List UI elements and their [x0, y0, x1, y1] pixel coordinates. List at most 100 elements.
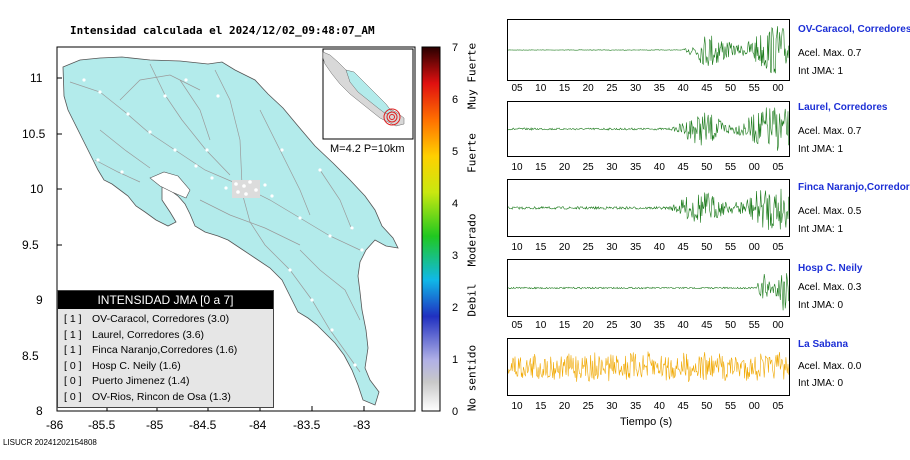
time-tick-label: 35 [630, 401, 642, 412]
lat-tick-label: 8 [36, 404, 43, 418]
waveform-trace [507, 351, 789, 382]
color-scale-bar [421, 46, 441, 412]
time-tick-label: 50 [724, 83, 737, 94]
time-tick-label: 40 [653, 242, 665, 253]
footer-id: LISUCR 20241202154808 [3, 438, 97, 447]
scale-number: 6 [452, 94, 459, 106]
time-tick-label: 20 [558, 162, 571, 173]
time-tick-label: 25 [582, 242, 594, 253]
legend-text: Finca Naranjo,Corredores (1.6) [92, 344, 238, 357]
time-tick-label: 05 [772, 242, 784, 253]
time-tick-label: 50 [701, 162, 713, 173]
time-ticks-4: 10 15 20 25 30 35 40 45 50 55 00 05 [507, 401, 788, 413]
waveform-trace [507, 26, 789, 74]
costa-rica-landmass [62, 56, 399, 406]
legend-item: [ 1 ] Finca Naranjo,Corredores (1.6) [64, 343, 273, 359]
station-intensity: Int JMA: 0 [798, 300, 844, 311]
time-tick-label: 40 [653, 162, 665, 173]
scale-word: Debil [465, 283, 479, 317]
time-tick-label: 35 [630, 162, 642, 173]
waveform-trace [507, 107, 789, 151]
time-tick-label: 10 [535, 83, 547, 94]
time-tick-label: 40 [677, 320, 689, 331]
seismogram-1 [507, 101, 790, 157]
time-tick-label: 05 [772, 162, 784, 173]
time-tick-label: 05 [511, 83, 523, 94]
scale-word: Moderado [465, 213, 479, 267]
time-tick-label: 55 [748, 83, 760, 94]
waveform [507, 188, 789, 230]
intensity-color-scale [421, 46, 441, 412]
legend-item: [ 1 ] OV-Caracol, Corredores (3.0) [64, 312, 273, 328]
time-ticks-3: 05 10 15 20 25 30 35 40 45 50 55 00 [507, 320, 788, 332]
seismogram-4 [507, 338, 790, 396]
time-tick-label: 25 [606, 83, 618, 94]
time-tick-label: 35 [653, 320, 665, 331]
legend-title: INTENSIDAD JMA [0 a 7] [58, 291, 273, 309]
time-tick-label: 55 [748, 320, 760, 331]
time-tick-label: 15 [535, 401, 547, 412]
legend-item: [ 0 ] OV-Rios, Rincon de Osa (1.3) [64, 390, 273, 406]
time-tick-label: 05 [511, 320, 523, 331]
station-name: Laurel, Corredores [798, 102, 888, 113]
legend-item: [ 0 ] Puerto Jimenez (1.4) [64, 374, 273, 390]
time-ticks-1: 10 15 20 25 30 35 40 45 50 55 00 05 [507, 162, 788, 174]
inset-event-marker [383, 108, 401, 126]
station-accel: Acel. Max. 0.7 [798, 126, 862, 137]
scale-word: Fuerte [465, 133, 479, 173]
legend-text: OV-Caracol, Corredores (3.0) [92, 313, 230, 325]
time-tick-label: 30 [606, 401, 618, 412]
time-tick-label: 10 [511, 401, 523, 412]
time-tick-label: 50 [701, 242, 713, 253]
legend-level: [ 1 ] [64, 344, 82, 357]
time-axis-label: Tiempo (s) [620, 416, 673, 428]
lat-tick-label: 9.5 [22, 238, 39, 252]
lat-tick-label: 8.5 [22, 349, 39, 363]
time-tick-label: 45 [677, 162, 689, 173]
time-tick-label: 10 [535, 320, 547, 331]
lon-tick-label: -83 [353, 418, 371, 432]
time-tick-label: 40 [653, 401, 665, 412]
station-name: Hosp C. Neily [798, 263, 863, 274]
station-intensity: Int JMA: 1 [798, 144, 844, 155]
legend-text: Hosp C. Neily (1.6) [92, 359, 181, 372]
seismogram-0 [507, 19, 790, 81]
time-tick-label: 30 [606, 162, 618, 173]
station-intensity: Int JMA: 0 [798, 378, 844, 389]
time-tick-label: 55 [724, 242, 737, 253]
time-tick-label: 15 [558, 83, 571, 94]
time-tick-label: 00 [748, 162, 760, 173]
legend-level: [ 0 ] [64, 390, 82, 403]
time-tick-label: 30 [630, 320, 642, 331]
legend-item: [ 0 ] Hosp C. Neily (1.6) [64, 359, 273, 375]
legend-level: [ 0 ] [64, 375, 82, 388]
time-tick-label: 45 [701, 83, 713, 94]
scale-number: 2 [452, 302, 459, 314]
time-tick-label: 20 [558, 242, 571, 253]
time-tick-label: 45 [701, 320, 713, 331]
time-tick-label: 25 [606, 320, 618, 331]
gulf-of-nicoya [149, 171, 191, 199]
lat-tick-label: 9 [36, 293, 43, 307]
station-intensity: Int JMA: 1 [798, 66, 844, 77]
scale-word: Muy Fuerte [465, 42, 479, 110]
city-markers [82, 78, 364, 367]
intensity-legend: INTENSIDAD JMA [0 a 7] [ 1 ] OV-Caracol, … [57, 290, 274, 408]
time-tick-label: 25 [582, 401, 594, 412]
time-tick-label: 25 [582, 162, 594, 173]
scale-number: 5 [452, 146, 459, 158]
station-accel: Acel. Max. 0.7 [798, 48, 862, 59]
time-ticks-0: 05 10 15 20 25 30 35 40 45 50 55 00 [507, 83, 788, 95]
waveform [507, 351, 789, 382]
legend-level: [ 0 ] [64, 359, 82, 372]
time-tick-label: 45 [677, 242, 689, 253]
time-tick-label: 20 [558, 401, 571, 412]
scale-number: 3 [452, 250, 459, 262]
station-name: OV-Caracol, Corredores [798, 24, 910, 35]
time-tick-label: 50 [701, 401, 713, 412]
waveform [507, 26, 789, 74]
time-tick-label: 30 [630, 83, 642, 94]
lon-tick-label: -84.5 [189, 418, 217, 432]
lon-tick-label: -84 [249, 418, 267, 432]
scale-number: 7 [452, 42, 459, 54]
